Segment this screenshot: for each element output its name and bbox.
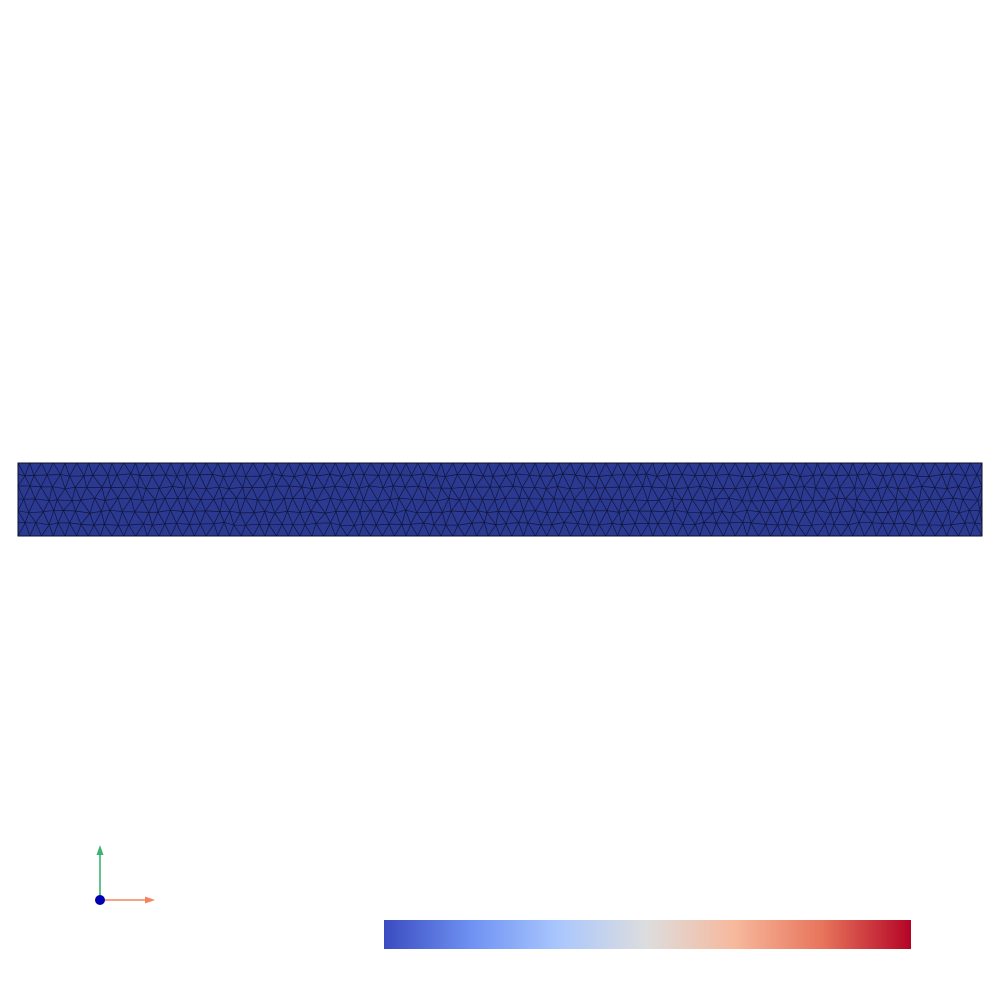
z-axis-dot-icon <box>95 895 105 905</box>
y-axis-arrowhead-icon <box>96 845 104 855</box>
scalar-bar-colormap <box>384 920 911 949</box>
x-axis-arrowhead-icon <box>145 896 155 904</box>
orientation-axes[interactable] <box>80 835 170 920</box>
mesh-outline <box>17 462 983 537</box>
